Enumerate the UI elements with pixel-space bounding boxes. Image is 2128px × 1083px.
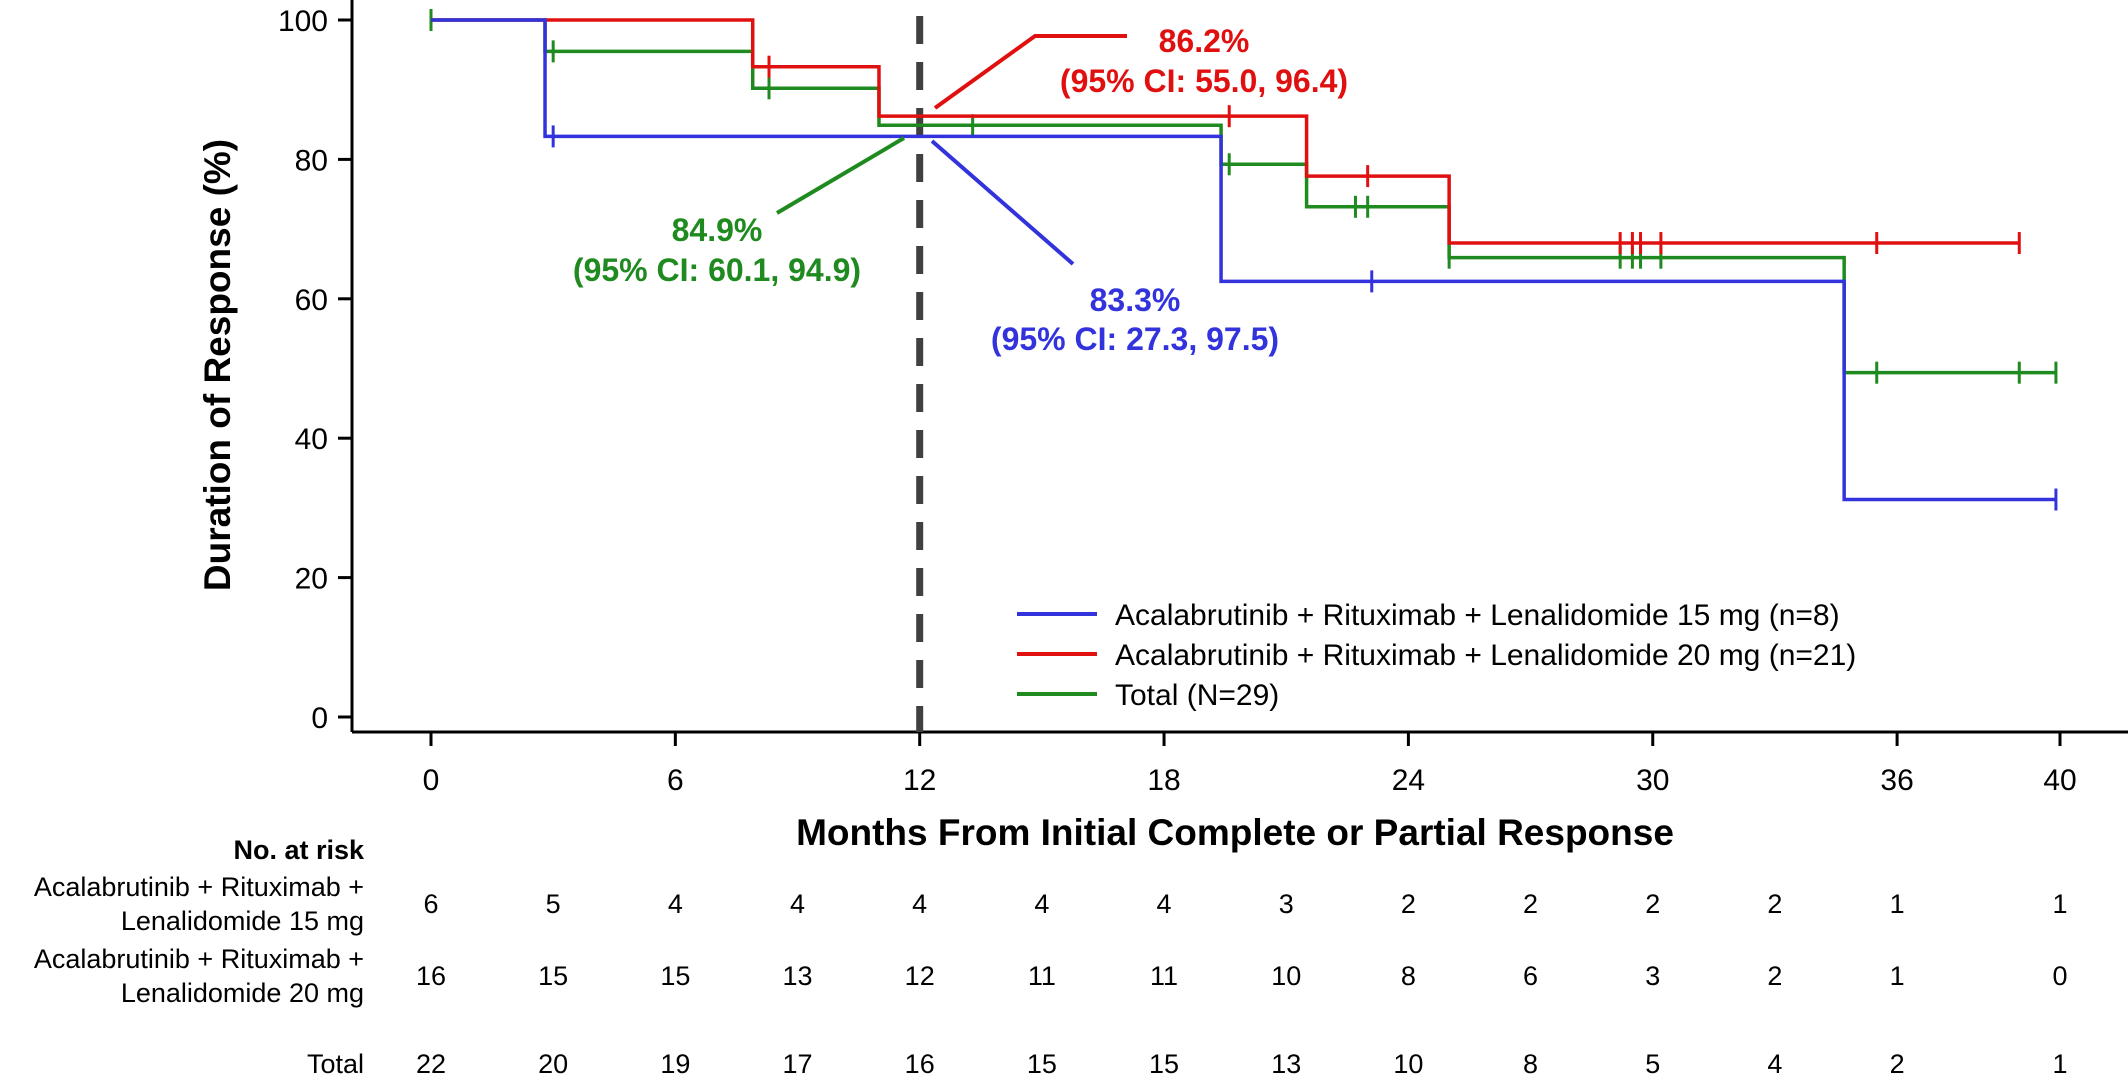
legend-label-1: Acalabrutinib + Rituximab + Lenalidomide… (1115, 639, 1856, 672)
risk-table: No. at risk Acalabrutinib + Rituximab + Le… (34, 835, 2068, 1079)
legend-label-0: Acalabrutinib + Rituximab + Lenalidomide… (1115, 599, 1840, 632)
risk-value: 1 (1890, 889, 1905, 919)
annotation-blue-value: 83.3% (1090, 282, 1181, 318)
series-line-0 (431, 18, 2056, 502)
risk-value: 1 (2052, 1049, 2067, 1079)
risk-value: 10 (1393, 1049, 1423, 1079)
risk-value: 16 (416, 961, 446, 991)
risk-value: 8 (1523, 1049, 1538, 1079)
risk-value: 15 (538, 961, 568, 991)
annotation-red-ci: (95% CI: 55.0, 96.4) (1060, 63, 1348, 99)
risk-value: 10 (1271, 961, 1301, 991)
risk-value: 5 (1645, 1049, 1660, 1079)
survival-curves (429, 9, 2058, 511)
x-tick-label: 18 (1147, 764, 1180, 797)
risk-value: 2 (1523, 889, 1538, 919)
annotations: 86.2% (95% CI: 55.0, 96.4) 84.9% (95% CI: 6… (573, 23, 1348, 357)
risk-value: 15 (1149, 1049, 1179, 1079)
risk-row-label-line2: Lenalidomide 15 mg (121, 906, 364, 936)
risk-value: 1 (1890, 961, 1905, 991)
risk-value: 2 (1645, 889, 1660, 919)
y-tick-label: 100 (278, 5, 328, 38)
risk-value: 12 (905, 961, 935, 991)
annotation-green-ci: (95% CI: 60.1, 94.9) (573, 252, 861, 288)
risk-value: 4 (668, 889, 683, 919)
x-tick-label: 36 (1880, 764, 1913, 797)
x-tick-label: 0 (423, 764, 440, 797)
risk-value: 20 (538, 1049, 568, 1079)
risk-value: 16 (905, 1049, 935, 1079)
risk-value: 4 (1767, 1049, 1782, 1079)
annotation-green-value: 84.9% (672, 212, 763, 248)
risk-value: 6 (423, 889, 438, 919)
risk-value: 8 (1401, 961, 1416, 991)
risk-value: 1 (2052, 889, 2067, 919)
risk-value: 13 (783, 961, 813, 991)
annotation-leader-blue (930, 139, 1075, 266)
risk-value: 4 (790, 889, 805, 919)
risk-value: 4 (1034, 889, 1049, 919)
y-axis-title: Duration of Response (%) (197, 139, 238, 591)
annotation-leader-red (933, 34, 1127, 110)
y-tick-label: 20 (295, 563, 328, 596)
y-tick-label: 0 (311, 702, 328, 735)
annotation-leader-green (775, 136, 906, 215)
y-tick-label: 80 (295, 144, 328, 177)
annotation-red-value: 86.2% (1159, 23, 1250, 59)
x-tick-label: 30 (1636, 764, 1669, 797)
risk-table-title: No. at risk (233, 835, 365, 865)
series-line-1 (431, 18, 2020, 245)
legend: Acalabrutinib + Rituximab + Lenalidomide… (1017, 599, 1856, 712)
risk-value: 2 (1401, 889, 1416, 919)
risk-value: 0 (2052, 961, 2067, 991)
risk-value: 17 (783, 1049, 813, 1079)
risk-value: 5 (546, 889, 561, 919)
x-tick-label: 6 (667, 764, 684, 797)
risk-row-label-line2: Total (307, 1049, 364, 1079)
axes: 0 20 40 60 80 100 0 6 12 18 24 30 36 40 Months From In… (197, 0, 2128, 853)
x-tick-label: 12 (903, 764, 936, 797)
legend-label-2: Total (N=29) (1115, 679, 1279, 712)
x-axis-title: Months From Initial Complete or Partial … (796, 812, 1674, 853)
risk-value: 15 (660, 961, 690, 991)
y-tick-label: 40 (295, 423, 328, 456)
risk-value: 6 (1523, 961, 1538, 991)
x-tick-label: 24 (1392, 764, 1425, 797)
risk-value: 4 (1157, 889, 1172, 919)
risk-row-label-line1: Acalabrutinib + Rituximab + (34, 872, 364, 902)
risk-value: 11 (1150, 961, 1178, 991)
y-tick-label: 60 (295, 284, 328, 317)
risk-row-label-line2: Lenalidomide 20 mg (121, 978, 364, 1008)
risk-value: 15 (1027, 1049, 1057, 1079)
risk-value: 19 (660, 1049, 690, 1079)
risk-value: 3 (1645, 961, 1660, 991)
risk-value: 2 (1890, 1049, 1905, 1079)
annotation-blue-ci: (95% CI: 27.3, 97.5) (991, 321, 1279, 357)
risk-value: 22 (416, 1049, 446, 1079)
risk-value: 4 (912, 889, 927, 919)
x-tick-label: 40 (2043, 764, 2076, 797)
risk-value: 2 (1767, 889, 1782, 919)
risk-value: 11 (1028, 961, 1056, 991)
risk-row-label-line1: Acalabrutinib + Rituximab + (34, 944, 364, 974)
risk-value: 2 (1767, 961, 1782, 991)
risk-value: 13 (1271, 1049, 1301, 1079)
risk-value: 3 (1279, 889, 1294, 919)
